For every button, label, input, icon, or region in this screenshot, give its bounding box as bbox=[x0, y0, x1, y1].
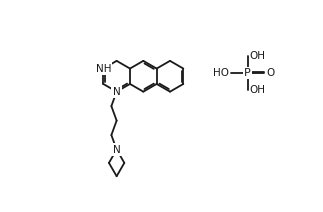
Text: NH: NH bbox=[96, 64, 111, 74]
Text: P: P bbox=[244, 68, 251, 78]
Text: OH: OH bbox=[250, 85, 266, 95]
Text: O: O bbox=[266, 68, 274, 78]
Text: N: N bbox=[113, 87, 120, 97]
Text: N: N bbox=[113, 145, 120, 155]
Text: OH: OH bbox=[250, 51, 266, 61]
Text: HO: HO bbox=[213, 68, 229, 78]
